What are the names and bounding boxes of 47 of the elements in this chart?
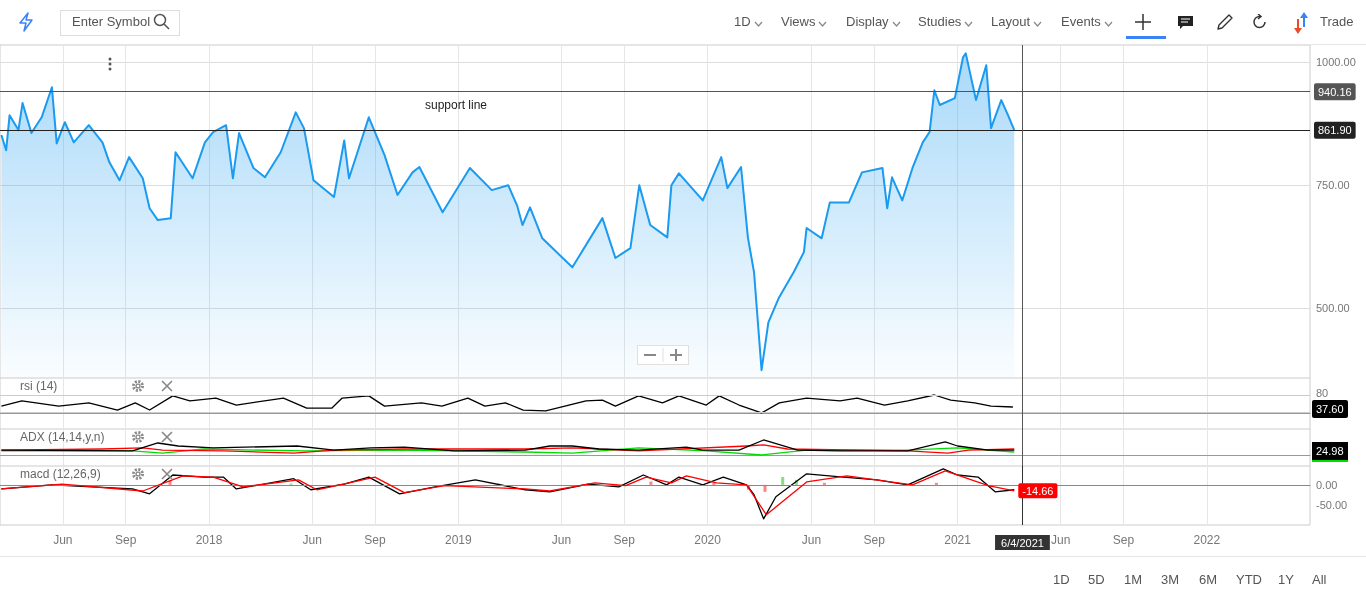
text: 1D (734, 14, 751, 30)
ref-line-label: 940.16 (1318, 85, 1352, 98)
data-label: -14.66 (1022, 484, 1054, 497)
x-tick-label: 2019 (444, 533, 472, 547)
x-tick-label: 2022 (1193, 533, 1221, 547)
x-tick-label: Sep (364, 533, 386, 547)
x-tick-label: Sep (1112, 533, 1135, 547)
x-tick-label: Jun (1051, 533, 1071, 547)
x-tick-label: Sep (863, 533, 886, 547)
y-tick-label: 500.00 (1316, 302, 1350, 315)
chart-title: rsi (14) (20, 379, 58, 393)
x-tick-label: Jun (551, 533, 572, 547)
text: 6M (1199, 572, 1218, 588)
y-tick-label: -50.00 (1316, 499, 1348, 512)
y-tick-label: 1000.00 (1316, 56, 1356, 69)
text: Trade (1320, 14, 1354, 30)
x-tick-label: 2021 (944, 533, 972, 547)
ref-line-label: 6/4/2021 (1001, 536, 1044, 549)
text: Views (781, 14, 816, 30)
text: All (1312, 572, 1327, 588)
text: Display (846, 14, 889, 30)
text: Studies (918, 14, 962, 30)
x-tick-label: Jun (53, 533, 73, 547)
x-tick-label: 2018 (195, 533, 223, 547)
x-tick-label: Sep (613, 533, 636, 547)
y-tick-label: 0.00 (1316, 478, 1338, 491)
y-tick-label: 750.00 (1316, 179, 1350, 192)
text: 24.98 (1312, 442, 1348, 462)
text: Layout (991, 14, 1031, 30)
chart-title: macd (12,26,9) (20, 467, 101, 481)
text: Events (1061, 14, 1101, 30)
chart-title: ADX (14,14,y,n) (20, 430, 105, 444)
x-tick-label: 2020 (694, 533, 722, 547)
text: 1D (1053, 572, 1070, 588)
text: 1Y (1278, 572, 1294, 588)
text: Enter Symbol (72, 14, 151, 30)
x-tick-label: Jun (801, 533, 822, 547)
text: 3M (1161, 572, 1180, 588)
text: 80 (1316, 387, 1329, 399)
x-tick-label: Jun (302, 533, 322, 547)
text: 5D (1088, 572, 1105, 588)
annotation: support line (425, 97, 488, 113)
x-tick-label: Sep (114, 533, 137, 547)
text: 1M (1124, 572, 1143, 588)
text: 37.60 (1312, 400, 1348, 418)
ref-line-label: 861.90 (1318, 124, 1352, 137)
text: YTD (1236, 572, 1262, 588)
